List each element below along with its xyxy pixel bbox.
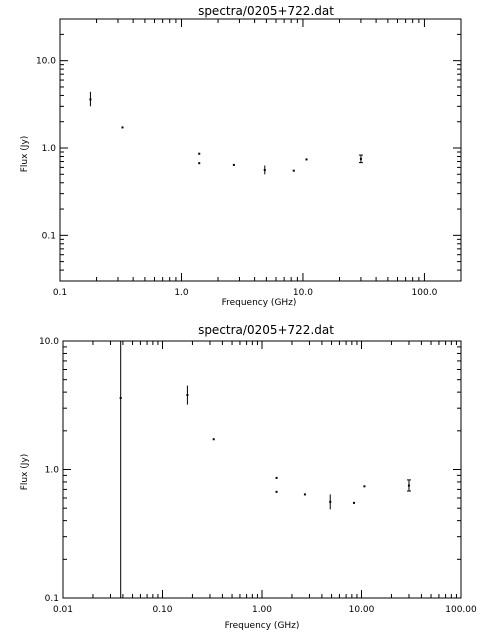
data-point: [186, 393, 189, 396]
x-tick-label: 1.00: [252, 605, 272, 615]
x-tick-label: 0.01: [53, 605, 73, 615]
data-point: [198, 162, 201, 165]
data-point: [329, 500, 332, 503]
data-point: [212, 438, 215, 441]
x-axis-label: Frequency (GHz): [225, 621, 300, 631]
data-point: [232, 163, 235, 166]
plot-frame: [62, 340, 462, 599]
data-point: [275, 490, 278, 493]
data-point: [263, 168, 266, 171]
data-point: [275, 476, 278, 479]
data-point: [303, 493, 306, 496]
x-tick-label: 100.00: [445, 605, 477, 615]
data-point: [121, 126, 124, 129]
data-point: [363, 485, 366, 488]
plot-frame: [59, 18, 462, 282]
x-tick-label: 1.0: [174, 288, 189, 298]
y-axis-label: Flux (Jy): [20, 136, 30, 173]
x-tick-label: 10.00: [349, 605, 375, 615]
chart-title: spectra/0205+722.dat: [198, 4, 334, 18]
x-tick-label: 0.10: [152, 605, 172, 615]
data-point: [352, 501, 355, 504]
y-tick-label: 10.0: [36, 57, 56, 67]
data-point: [305, 158, 308, 161]
data-point: [119, 397, 122, 400]
data-point: [359, 157, 362, 160]
chart-title: spectra/0205+722.dat: [198, 323, 334, 337]
y-tick-label: 0.1: [45, 594, 59, 604]
y-tick-label: 1.0: [42, 144, 57, 154]
data-point: [198, 152, 201, 155]
chart-panel-top: spectra/0205+722.dat Frequency (GHz) Flu…: [20, 4, 462, 308]
data-point: [407, 484, 410, 487]
x-tick-label: 100.0: [412, 288, 438, 298]
data-point: [292, 169, 295, 172]
data-point: [89, 98, 92, 101]
x-tick-label: 0.1: [53, 288, 67, 298]
x-axis-label: Frequency (GHz): [222, 298, 297, 308]
chart-panel-bottom: spectra/0205+722.dat Frequency (GHz) Flu…: [20, 323, 477, 631]
y-tick-label: 0.1: [42, 231, 56, 241]
y-axis-label: Flux (Jy): [20, 454, 30, 491]
x-tick-label: 10.0: [293, 288, 313, 298]
y-tick-label: 10.0: [39, 337, 59, 347]
y-tick-label: 1.0: [45, 466, 60, 476]
